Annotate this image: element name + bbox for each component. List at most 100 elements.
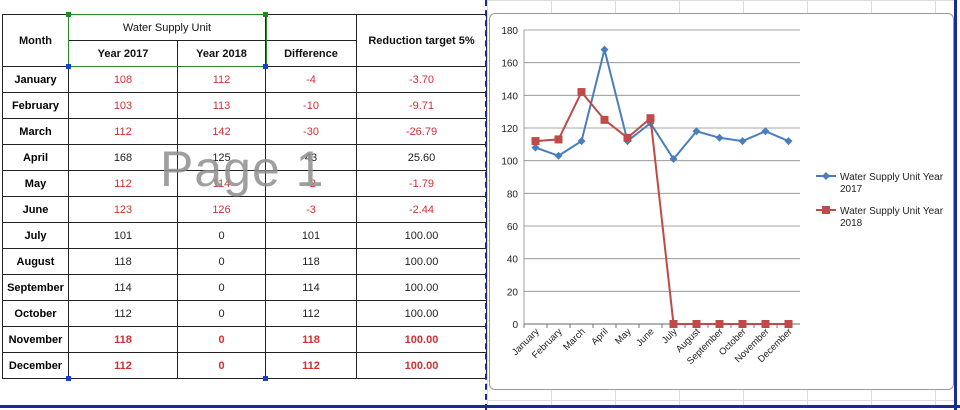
year-2018-cell[interactable]: 0 [177,300,266,327]
legend-label: Water Supply Unit Year 2017 [840,172,944,195]
reduction-cell[interactable]: 25.60 [356,144,487,171]
header-reduction-target[interactable]: Reduction target 5% [356,14,487,67]
year-2018-cell[interactable]: 112 [177,66,266,93]
table-row: December 112 0 112 100.00 [2,352,487,379]
reduction-cell[interactable]: 100.00 [356,222,487,249]
y-tick-label: 40 [507,255,519,266]
table-row: July 101 0 101 100.00 [2,222,487,249]
year-2018-cell[interactable]: 0 [177,326,266,353]
header-water-supply-unit[interactable]: Water Supply Unit [68,14,266,41]
year-2017-cell[interactable]: 101 [68,222,178,249]
series-line [535,90,789,325]
year-2018-cell[interactable]: 113 [177,92,266,119]
month-cell[interactable]: September [2,274,69,301]
data-point [669,320,678,328]
difference-cell[interactable]: 101 [265,222,357,249]
data-point [715,320,724,328]
month-cell[interactable]: December [2,352,69,379]
data-point [554,151,563,160]
year-2017-cell[interactable]: 118 [68,248,178,275]
reduction-cell[interactable]: -9.71 [356,92,487,119]
difference-cell[interactable]: -4 [265,66,357,93]
reduction-cell[interactable]: 100.00 [356,274,487,301]
header-year-2018[interactable]: Year 2018 [177,40,266,67]
difference-cell[interactable]: -2 [265,170,357,197]
y-tick-label: 120 [501,124,518,135]
range-handle[interactable] [263,64,268,69]
reduction-cell[interactable]: 100.00 [356,300,487,327]
header-month[interactable]: Month [2,14,69,67]
month-cell[interactable]: May [2,170,69,197]
range-handle[interactable] [66,64,71,69]
year-2018-cell[interactable]: 0 [177,248,266,275]
data-point [577,137,586,146]
line-chart[interactable]: 0 20 40 60 80 100 120 140 160 180 January February M… [489,13,954,390]
chart-svg: 020406080100120140160180JanuaryFebruaryM… [501,26,944,367]
month-cell[interactable]: June [2,196,69,223]
header-difference[interactable]: Difference [265,40,357,67]
reduction-cell[interactable]: 100.00 [356,352,487,379]
month-cell[interactable]: November [2,326,69,353]
difference-cell[interactable]: -30 [265,118,357,145]
year-2017-cell[interactable]: 112 [68,300,178,327]
year-2017-cell[interactable]: 103 [68,92,178,119]
table-body: January 108 112 -4 -3.70 February 103 113 -10 -9.… [2,66,487,379]
month-cell[interactable]: April [2,144,69,171]
y-tick-label: 160 [501,59,518,70]
reduction-cell[interactable]: -2.44 [356,196,487,223]
year-2018-cell[interactable]: 0 [177,274,266,301]
legend-marker [822,172,830,180]
table-row: February 103 113 -10 -9.71 [2,92,487,119]
year-2017-cell[interactable]: 112 [68,118,178,145]
reduction-cell[interactable]: 100.00 [356,326,487,353]
data-point [738,320,747,328]
year-2018-cell[interactable]: 126 [177,196,266,223]
difference-cell[interactable]: 112 [265,352,357,379]
data-point [577,88,586,97]
data-point [784,137,793,146]
year-2017-cell[interactable]: 108 [68,66,178,93]
month-cell[interactable]: January [2,66,69,93]
table-row: June 123 126 -3 -2.44 [2,196,487,223]
month-cell[interactable]: August [2,248,69,275]
difference-cell[interactable]: -3 [265,196,357,223]
year-2017-cell[interactable]: 168 [68,144,178,171]
year-2018-cell[interactable]: 125 [177,144,266,171]
reduction-cell[interactable]: -1.79 [356,170,487,197]
month-cell[interactable]: October [2,300,69,327]
reduction-cell[interactable]: 100.00 [356,248,487,275]
series-line [535,49,789,161]
year-2018-cell[interactable]: 114 [177,170,266,197]
year-2017-cell[interactable]: 112 [68,170,178,197]
range-handle[interactable] [66,376,71,381]
difference-cell[interactable]: 118 [265,248,357,275]
month-cell[interactable]: July [2,222,69,249]
year-2018-cell[interactable]: 0 [177,352,266,379]
month-cell[interactable]: February [2,92,69,119]
table-row: October 112 0 112 100.00 [2,300,487,327]
y-tick-label: 60 [507,222,519,233]
selection-handle[interactable] [263,12,268,17]
year-2017-cell[interactable]: 112 [68,352,178,379]
year-2017-cell[interactable]: 118 [68,326,178,353]
difference-cell[interactable]: -10 [265,92,357,119]
year-2018-cell[interactable]: 0 [177,222,266,249]
year-2017-cell[interactable]: 123 [68,196,178,223]
table-row: May 112 114 -2 -1.79 [2,170,487,197]
year-2017-cell[interactable]: 114 [68,274,178,301]
table-row: March 112 142 -30 -26.79 [2,118,487,145]
difference-cell[interactable]: 43 [265,144,357,171]
reduction-cell[interactable]: -3.70 [356,66,487,93]
data-point [692,320,701,328]
month-cell[interactable]: March [2,118,69,145]
reduction-cell[interactable]: -26.79 [356,118,487,145]
difference-cell[interactable]: 118 [265,326,357,353]
difference-cell[interactable]: 112 [265,300,357,327]
selection-handle[interactable] [66,12,71,17]
year-2018-cell[interactable]: 142 [177,118,266,145]
range-handle[interactable] [263,376,268,381]
header-blank[interactable] [265,14,357,41]
difference-cell[interactable]: 114 [265,274,357,301]
data-point [669,155,678,164]
